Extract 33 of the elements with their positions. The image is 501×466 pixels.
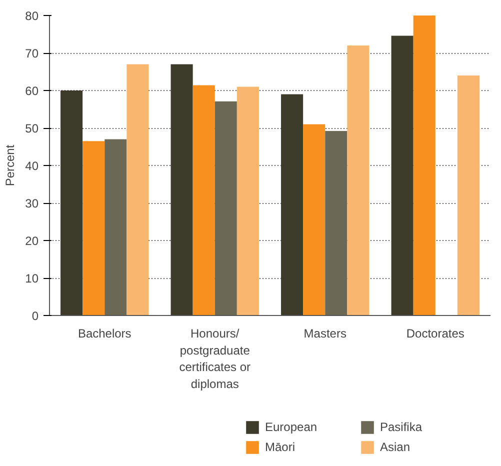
y-tick-label: 50 bbox=[25, 122, 39, 136]
y-axis-title: Percent bbox=[3, 144, 18, 186]
bar bbox=[347, 46, 370, 316]
bar bbox=[281, 94, 304, 316]
bar bbox=[60, 90, 83, 316]
legend-label: Māori bbox=[265, 440, 296, 454]
y-tick-label: 20 bbox=[25, 234, 39, 248]
y-tick-label: 10 bbox=[25, 272, 39, 286]
legend-label: European bbox=[265, 420, 318, 434]
x-tick-label: Doctorates bbox=[406, 326, 464, 340]
y-tick-label: 0 bbox=[32, 309, 39, 323]
bar bbox=[325, 131, 348, 316]
bar bbox=[126, 64, 149, 316]
y-tick-label: 70 bbox=[25, 46, 39, 60]
bar bbox=[214, 101, 237, 316]
legend-label: Asian bbox=[380, 440, 412, 454]
y-tick-label: 40 bbox=[25, 159, 39, 173]
bar bbox=[82, 141, 105, 316]
bar bbox=[457, 76, 480, 316]
bar bbox=[303, 124, 326, 316]
bar bbox=[391, 36, 414, 316]
x-tick-label: Masters bbox=[304, 326, 346, 340]
bar bbox=[104, 139, 127, 316]
x-tick-label: Bachelors bbox=[78, 326, 132, 340]
bar bbox=[236, 86, 259, 316]
bar bbox=[413, 16, 436, 316]
bar bbox=[192, 85, 215, 316]
x-tick-label: Honours/ postgraduate certificates or diplomas bbox=[179, 326, 251, 391]
y-tick-label: 80 bbox=[25, 9, 39, 23]
y-tick-label: 30 bbox=[25, 196, 39, 210]
bar bbox=[170, 64, 193, 316]
legend-label: Pasifika bbox=[380, 420, 424, 434]
y-tick-label: 60 bbox=[25, 84, 39, 98]
